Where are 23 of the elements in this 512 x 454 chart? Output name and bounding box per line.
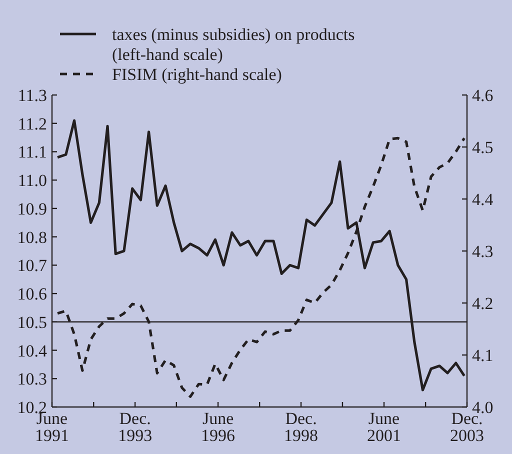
x-tick-label: Dec. 1998 <box>284 409 318 445</box>
y-tick-label: 10.4 <box>17 341 48 360</box>
legend-label: FISIM (right-hand scale) <box>112 65 282 84</box>
x-tick-label: Dec. 1993 <box>118 409 152 445</box>
y-tick-label: 11.3 <box>18 86 47 105</box>
y-tick-label: 10.3 <box>17 370 47 389</box>
y2-tick-label: 4.3 <box>472 242 494 261</box>
y2-tick-label: 4.1 <box>472 346 494 365</box>
y-tick-label: 11.0 <box>18 171 47 190</box>
y-tick-label: 11.2 <box>18 114 47 134</box>
y-tick-label: 10.7 <box>17 256 48 276</box>
y-tick-label: 10.6 <box>17 284 47 304</box>
y2-tick-label: 4.6 <box>472 86 494 105</box>
x-tick-label: June 2001 <box>367 409 402 445</box>
y-tick-label: 10.9 <box>17 199 47 218</box>
legend-label: taxes (minus subsidies) on products (left-hand scale) <box>112 25 355 64</box>
y-tick-label: 10.5 <box>17 312 47 332</box>
y2-tick-label: 4.4 <box>472 190 494 209</box>
y2-tick-label: 4.5 <box>472 138 494 157</box>
y2-tick-label: 4.2 <box>472 294 494 313</box>
y-tick-label: 10.8 <box>17 228 47 247</box>
y-tick-label: 11.1 <box>18 142 47 162</box>
x-tick-label: June 1996 <box>201 409 236 445</box>
